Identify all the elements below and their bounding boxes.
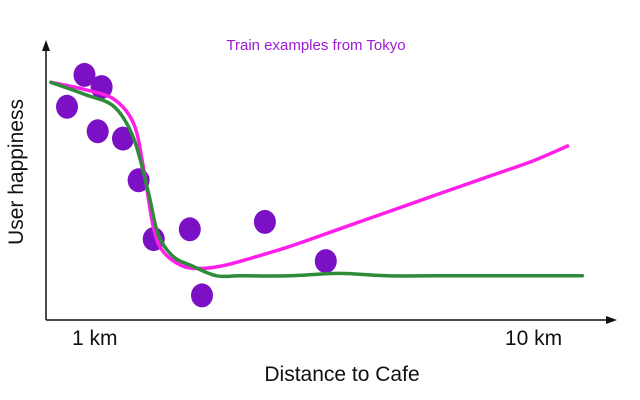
chart-title: Train examples from Tokyo [226, 37, 405, 54]
scatter-point-5 [112, 126, 134, 151]
scatter-point-8 [178, 217, 201, 242]
series-line-1 [49, 80, 570, 271]
series-line-2 [49, 80, 585, 279]
scatter-points [56, 62, 337, 308]
x-axis-label: Distance to Cafe [264, 363, 419, 386]
x-tick-label-2: 10 km [505, 327, 562, 350]
scatter-point-2 [73, 62, 96, 87]
y-axis-arrowhead [42, 40, 50, 51]
scatter-point-1 [56, 94, 78, 119]
scatter-point-4 [86, 119, 109, 144]
x-tick-labels: 1 km 10 km [72, 327, 562, 350]
scatter-point-9 [191, 283, 213, 308]
x-tick-label-1: 1 km [72, 327, 118, 350]
x-axis-arrowhead [606, 316, 617, 324]
scatter-point-11 [314, 249, 337, 274]
scatter-point-10 [253, 209, 276, 234]
y-axis-label: User happiness [5, 99, 28, 245]
curve-lines [49, 80, 585, 279]
axes [42, 40, 617, 324]
